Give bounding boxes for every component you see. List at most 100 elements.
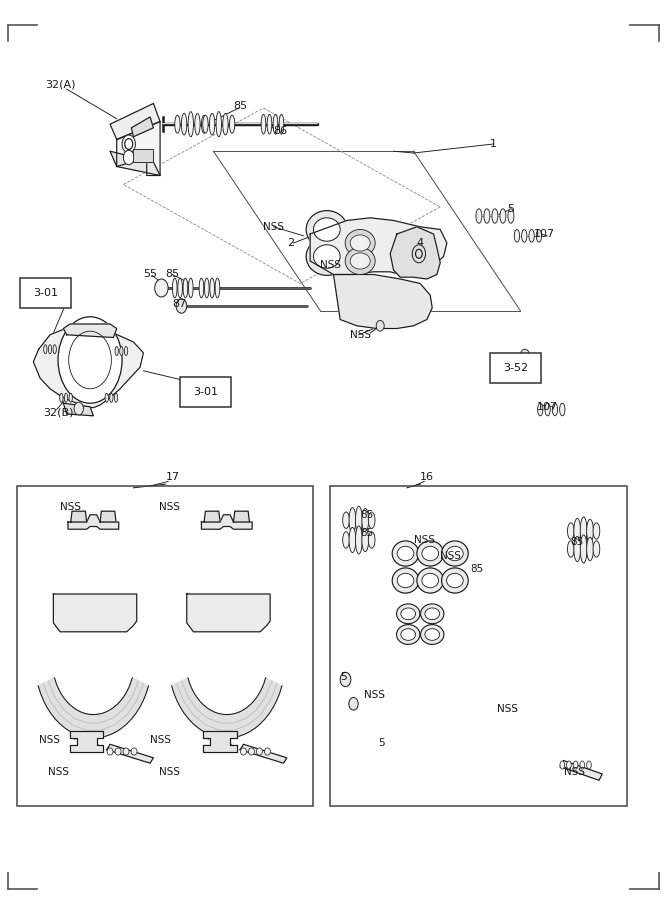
Ellipse shape [417, 541, 444, 566]
Ellipse shape [313, 245, 340, 268]
Text: 32(B): 32(B) [43, 407, 74, 418]
Ellipse shape [273, 114, 277, 134]
Ellipse shape [267, 114, 272, 134]
Ellipse shape [484, 209, 490, 223]
Polygon shape [110, 151, 160, 176]
Text: 5: 5 [378, 737, 385, 748]
Ellipse shape [49, 345, 52, 354]
Ellipse shape [580, 535, 587, 563]
Ellipse shape [279, 114, 284, 134]
Polygon shape [107, 744, 153, 763]
Ellipse shape [560, 760, 564, 769]
Text: NSS: NSS [564, 767, 584, 778]
Text: 3-52: 3-52 [503, 363, 528, 373]
Text: NSS: NSS [350, 329, 371, 340]
Ellipse shape [545, 403, 550, 416]
Ellipse shape [204, 278, 209, 298]
Ellipse shape [209, 278, 214, 298]
Ellipse shape [249, 748, 255, 755]
Ellipse shape [188, 112, 193, 137]
Text: 107: 107 [537, 401, 558, 412]
Text: NSS: NSS [320, 259, 341, 270]
Ellipse shape [568, 541, 574, 557]
Ellipse shape [261, 114, 265, 134]
Ellipse shape [492, 209, 498, 223]
Polygon shape [33, 328, 143, 408]
Ellipse shape [422, 573, 439, 588]
Ellipse shape [115, 346, 119, 356]
Text: 17: 17 [165, 472, 179, 482]
Text: 3-01: 3-01 [193, 387, 218, 397]
Ellipse shape [216, 112, 221, 137]
Polygon shape [171, 678, 282, 738]
Ellipse shape [552, 403, 558, 416]
Ellipse shape [500, 209, 506, 223]
Ellipse shape [349, 527, 356, 553]
Text: 85: 85 [570, 536, 584, 547]
Text: NSS: NSS [497, 704, 518, 715]
Ellipse shape [560, 403, 565, 416]
Circle shape [376, 320, 384, 331]
Polygon shape [560, 760, 602, 780]
Ellipse shape [60, 393, 63, 402]
Text: 5: 5 [507, 203, 514, 214]
Ellipse shape [131, 748, 137, 755]
Text: NSS: NSS [414, 535, 434, 545]
Ellipse shape [442, 568, 468, 593]
Polygon shape [100, 511, 116, 522]
Bar [330, 486, 627, 806]
Ellipse shape [223, 113, 228, 135]
Polygon shape [63, 403, 93, 416]
Ellipse shape [587, 519, 594, 543]
Ellipse shape [350, 235, 370, 251]
Text: 5: 5 [340, 671, 347, 682]
Circle shape [155, 279, 168, 297]
Text: NSS: NSS [263, 221, 284, 232]
Ellipse shape [343, 512, 350, 528]
Ellipse shape [109, 393, 113, 402]
Ellipse shape [401, 628, 416, 641]
Ellipse shape [586, 760, 592, 769]
Polygon shape [131, 117, 153, 137]
Ellipse shape [115, 748, 121, 755]
Ellipse shape [401, 608, 416, 620]
Polygon shape [240, 744, 287, 763]
Text: 1: 1 [490, 139, 497, 149]
Text: NSS: NSS [159, 767, 179, 778]
Ellipse shape [593, 541, 600, 557]
Ellipse shape [580, 760, 585, 769]
Ellipse shape [362, 528, 369, 552]
Circle shape [122, 135, 135, 153]
Circle shape [340, 672, 351, 687]
Ellipse shape [306, 211, 348, 248]
Text: 85: 85 [165, 268, 179, 279]
Ellipse shape [350, 253, 370, 269]
Circle shape [74, 402, 83, 415]
Ellipse shape [313, 218, 340, 241]
Text: 85: 85 [470, 563, 484, 574]
Ellipse shape [574, 518, 580, 544]
Ellipse shape [529, 230, 534, 242]
Circle shape [530, 356, 537, 364]
Ellipse shape [346, 230, 375, 256]
Ellipse shape [398, 546, 414, 561]
Text: NSS: NSS [48, 767, 69, 778]
Ellipse shape [392, 568, 419, 593]
Ellipse shape [538, 403, 543, 416]
Ellipse shape [425, 608, 440, 620]
Ellipse shape [44, 345, 47, 354]
Ellipse shape [172, 278, 177, 298]
Ellipse shape [183, 278, 188, 298]
Ellipse shape [107, 748, 113, 755]
Text: 85: 85 [360, 527, 374, 538]
Ellipse shape [241, 748, 247, 755]
Ellipse shape [362, 508, 369, 532]
Ellipse shape [593, 523, 600, 539]
Ellipse shape [574, 536, 580, 562]
Ellipse shape [349, 508, 356, 533]
Ellipse shape [199, 278, 204, 298]
Polygon shape [63, 324, 117, 338]
Text: 87: 87 [172, 299, 186, 310]
Ellipse shape [189, 278, 193, 298]
Ellipse shape [417, 568, 444, 593]
